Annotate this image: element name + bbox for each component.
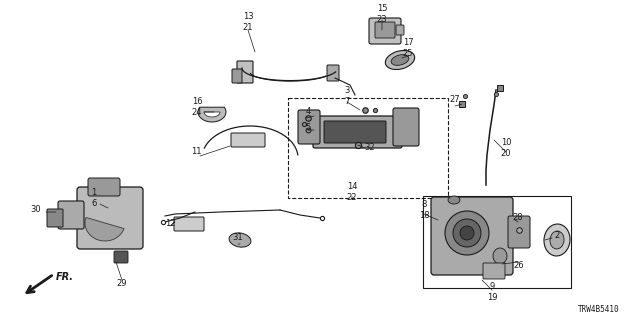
Text: 1
6: 1 6	[92, 188, 97, 208]
FancyBboxPatch shape	[237, 61, 253, 83]
Text: 16
24: 16 24	[192, 98, 202, 116]
Ellipse shape	[460, 226, 474, 240]
Ellipse shape	[445, 211, 489, 255]
FancyBboxPatch shape	[313, 116, 402, 148]
Text: 28: 28	[513, 213, 524, 222]
Text: 3
7: 3 7	[344, 86, 349, 106]
Text: 29: 29	[116, 279, 127, 289]
Text: 4: 4	[305, 108, 310, 116]
Text: 26: 26	[514, 260, 524, 269]
FancyBboxPatch shape	[324, 121, 386, 143]
FancyBboxPatch shape	[375, 22, 395, 38]
Text: 8
18: 8 18	[419, 200, 429, 220]
FancyBboxPatch shape	[47, 209, 63, 227]
Text: 9
19: 9 19	[487, 283, 497, 301]
Text: 15
23: 15 23	[377, 4, 387, 24]
Text: 5: 5	[305, 124, 310, 132]
Text: 32: 32	[365, 143, 375, 153]
Ellipse shape	[448, 196, 460, 204]
FancyBboxPatch shape	[88, 178, 120, 196]
Text: 2: 2	[554, 231, 559, 241]
Text: 14
22: 14 22	[347, 182, 357, 202]
Text: 13
21: 13 21	[243, 12, 253, 32]
Ellipse shape	[229, 233, 251, 247]
Bar	[423, 196, 571, 288]
FancyBboxPatch shape	[483, 263, 505, 279]
FancyBboxPatch shape	[114, 251, 128, 263]
Polygon shape	[198, 107, 226, 122]
Text: 30: 30	[31, 205, 42, 214]
FancyBboxPatch shape	[174, 217, 204, 231]
Ellipse shape	[385, 51, 415, 69]
FancyBboxPatch shape	[393, 108, 419, 146]
Polygon shape	[204, 112, 220, 117]
Text: FR.: FR.	[56, 272, 74, 282]
Text: TRW4B5410: TRW4B5410	[579, 305, 620, 314]
Text: 11: 11	[191, 148, 201, 156]
Ellipse shape	[493, 248, 507, 264]
Ellipse shape	[453, 219, 481, 247]
Polygon shape	[85, 217, 124, 241]
Bar	[288, 98, 448, 198]
FancyBboxPatch shape	[77, 187, 143, 249]
FancyBboxPatch shape	[327, 65, 339, 81]
Ellipse shape	[544, 224, 570, 256]
Text: 27: 27	[450, 95, 460, 105]
Text: 10
20: 10 20	[500, 139, 511, 157]
Text: 31: 31	[233, 234, 243, 243]
FancyBboxPatch shape	[369, 18, 401, 44]
FancyBboxPatch shape	[508, 216, 530, 248]
FancyBboxPatch shape	[231, 133, 265, 147]
Text: 17
25: 17 25	[403, 38, 413, 58]
Text: 12: 12	[164, 220, 175, 228]
FancyBboxPatch shape	[232, 69, 242, 83]
Ellipse shape	[391, 55, 409, 65]
FancyBboxPatch shape	[58, 201, 84, 229]
FancyBboxPatch shape	[396, 25, 404, 35]
FancyBboxPatch shape	[298, 110, 320, 144]
FancyBboxPatch shape	[431, 197, 513, 275]
Ellipse shape	[550, 231, 564, 249]
